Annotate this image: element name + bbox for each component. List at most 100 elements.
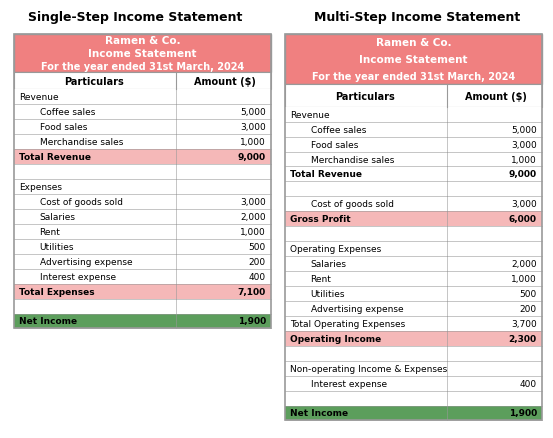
Bar	[285, 361, 542, 376]
Text: For the year ended 31st March, 2024: For the year ended 31st March, 2024	[312, 72, 515, 82]
Bar	[14, 165, 271, 180]
Bar	[285, 346, 542, 361]
Text: Interest expense: Interest expense	[40, 272, 116, 281]
Text: Amount ($): Amount ($)	[194, 77, 255, 87]
Text: 9,000: 9,000	[238, 153, 266, 162]
Text: Income Statement: Income Statement	[88, 49, 197, 59]
Text: 3,000: 3,000	[240, 123, 266, 132]
Bar	[285, 35, 542, 85]
Bar	[14, 150, 271, 165]
Text: Total Revenue: Total Revenue	[19, 153, 91, 162]
Bar	[285, 137, 542, 152]
Text: 1,000: 1,000	[240, 138, 266, 147]
Text: Utilities: Utilities	[40, 242, 74, 251]
Bar	[285, 272, 542, 286]
Text: Total Operating Expenses: Total Operating Expenses	[290, 319, 405, 328]
Text: Single-Step Income Statement: Single-Step Income Statement	[28, 11, 243, 24]
Text: Particulars: Particulars	[64, 77, 123, 87]
Bar	[285, 122, 542, 137]
Text: 400: 400	[520, 379, 537, 388]
Bar	[285, 182, 542, 197]
Text: Coffee sales: Coffee sales	[311, 125, 366, 134]
Text: 200: 200	[520, 304, 537, 313]
Text: 1,900: 1,900	[509, 409, 537, 417]
Text: Salaries: Salaries	[40, 212, 76, 222]
Bar	[14, 299, 271, 314]
Bar	[14, 239, 271, 254]
Text: 400: 400	[249, 272, 266, 281]
Text: Cost of goods sold: Cost of goods sold	[40, 198, 123, 207]
Text: Rent: Rent	[40, 227, 60, 237]
Text: 1,000: 1,000	[511, 274, 537, 283]
Bar	[14, 120, 271, 135]
Text: 6,000: 6,000	[509, 215, 537, 224]
Bar	[14, 284, 271, 299]
Bar	[285, 286, 542, 301]
Text: Merchandise sales: Merchandise sales	[40, 138, 123, 147]
Text: Multi-Step Income Statement: Multi-Step Income Statement	[315, 11, 520, 24]
Text: Non-operating Income & Expenses: Non-operating Income & Expenses	[290, 364, 447, 373]
Bar	[14, 135, 271, 150]
Text: 3,000: 3,000	[511, 200, 537, 209]
Text: 1,900: 1,900	[238, 317, 266, 326]
Text: Particulars: Particulars	[335, 92, 394, 101]
Text: Merchandise sales: Merchandise sales	[311, 155, 394, 164]
Bar	[285, 167, 542, 182]
Text: 3,000: 3,000	[511, 140, 537, 149]
Text: Income Statement: Income Statement	[359, 55, 468, 65]
Text: 1,000: 1,000	[240, 227, 266, 237]
Bar	[14, 269, 271, 284]
Text: Cost of goods sold: Cost of goods sold	[311, 200, 394, 209]
Text: Food sales: Food sales	[40, 123, 87, 132]
Bar	[285, 331, 542, 346]
Bar	[14, 180, 271, 194]
Text: Net Income: Net Income	[290, 409, 348, 417]
Text: Total Expenses: Total Expenses	[19, 287, 95, 296]
Text: 500: 500	[249, 242, 266, 251]
Bar	[285, 301, 542, 316]
Text: Revenue: Revenue	[19, 93, 59, 102]
Bar	[14, 105, 271, 120]
Text: Expenses: Expenses	[19, 183, 62, 191]
Text: Advertising expense: Advertising expense	[40, 257, 132, 266]
Text: Coffee sales: Coffee sales	[40, 108, 95, 117]
Text: Net Income: Net Income	[19, 317, 77, 326]
Text: Ramen & Co.: Ramen & Co.	[105, 36, 180, 46]
Bar	[285, 391, 542, 406]
Bar	[285, 85, 542, 107]
Text: 2,300: 2,300	[509, 334, 537, 343]
Bar	[285, 376, 542, 391]
Bar	[14, 209, 271, 224]
Text: Food sales: Food sales	[311, 140, 358, 149]
Bar	[285, 257, 542, 272]
Bar	[14, 224, 271, 239]
Text: Rent: Rent	[311, 274, 331, 283]
Text: 7,100: 7,100	[238, 287, 266, 296]
Bar	[14, 35, 271, 73]
Text: Amount ($): Amount ($)	[465, 92, 526, 101]
Bar	[285, 197, 542, 212]
Text: Interest expense: Interest expense	[311, 379, 387, 388]
Bar	[285, 316, 542, 331]
Text: Salaries: Salaries	[311, 259, 347, 268]
Text: Revenue: Revenue	[290, 110, 330, 120]
Text: 200: 200	[249, 257, 266, 266]
Bar	[14, 194, 271, 209]
Text: 9,000: 9,000	[509, 170, 537, 179]
Bar	[285, 227, 542, 242]
Text: 3,700: 3,700	[511, 319, 537, 328]
Bar	[285, 212, 542, 227]
Bar	[285, 406, 542, 420]
Text: 1,000: 1,000	[511, 155, 537, 164]
Text: For the year ended 31st March, 2024: For the year ended 31st March, 2024	[41, 62, 244, 72]
Text: 500: 500	[520, 290, 537, 298]
Text: 5,000: 5,000	[511, 125, 537, 134]
Bar	[14, 254, 271, 269]
Text: Gross Profit: Gross Profit	[290, 215, 351, 224]
Text: Total Revenue: Total Revenue	[290, 170, 362, 179]
Text: Operating Income: Operating Income	[290, 334, 381, 343]
Bar	[285, 242, 542, 257]
Text: 2,000: 2,000	[511, 259, 537, 268]
Bar	[14, 73, 271, 90]
Text: 2,000: 2,000	[240, 212, 266, 222]
